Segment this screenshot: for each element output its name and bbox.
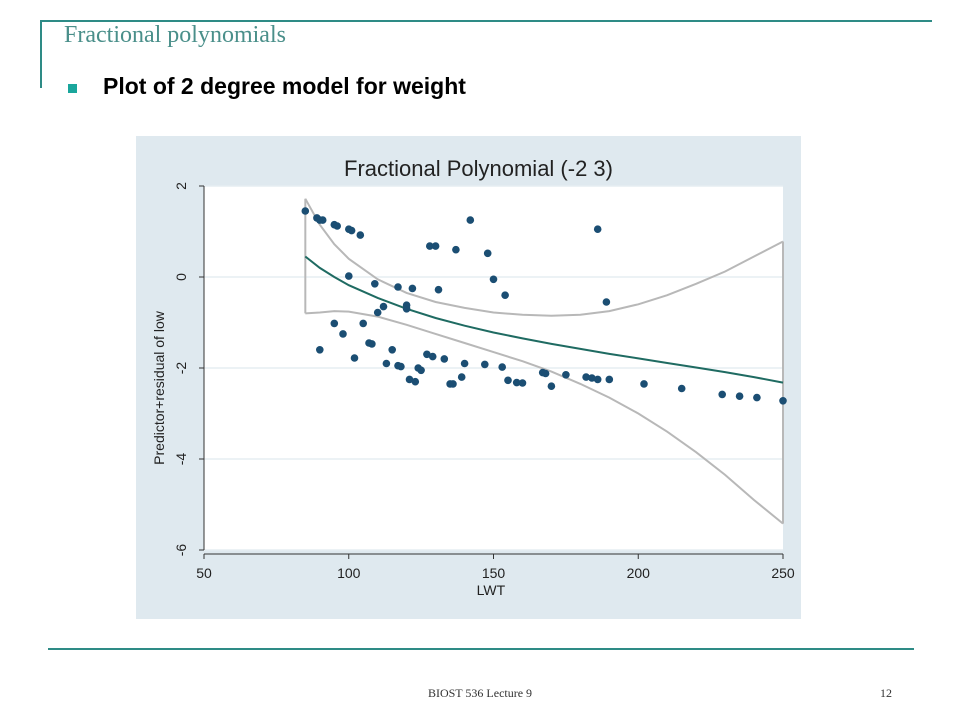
header-horizontal-rule <box>40 20 932 22</box>
x-axis-label: LWT <box>477 582 506 598</box>
data-point <box>379 302 388 311</box>
footer-horizontal-rule <box>48 648 914 650</box>
x-tick-label: 100 <box>337 565 361 581</box>
ci-lower-line <box>305 310 784 525</box>
fitted-curve <box>304 255 784 384</box>
data-point <box>481 360 489 369</box>
data-point <box>397 362 405 371</box>
data-point <box>301 207 310 215</box>
data-point <box>483 249 492 258</box>
data-point <box>779 397 787 405</box>
data-point <box>333 222 341 230</box>
data-point <box>359 319 367 328</box>
data-point <box>489 275 498 284</box>
data-point <box>434 285 443 294</box>
x-tick-label: 200 <box>627 565 651 581</box>
data-point <box>394 283 402 291</box>
slide-title: Fractional polynomials <box>64 22 286 48</box>
data-point <box>402 305 411 313</box>
data-point <box>605 375 614 384</box>
data-point <box>382 359 391 368</box>
data-point <box>501 291 509 299</box>
y-tick-label: 0 <box>173 273 189 281</box>
data-point <box>347 226 356 235</box>
data-point <box>512 378 521 387</box>
data-point <box>411 377 420 386</box>
data-point <box>318 216 327 224</box>
data-point <box>371 280 379 288</box>
x-tick-label: 150 <box>482 565 506 581</box>
chart: Fractional Polynomial (-2 3) -6 -4 -2 0 2 50 10… <box>136 136 801 619</box>
data-point <box>417 366 425 375</box>
x-tick-label: 50 <box>196 565 212 581</box>
page-number: 12 <box>880 686 892 700</box>
data-point <box>504 376 512 385</box>
data-point <box>541 369 550 378</box>
data-point <box>368 340 376 348</box>
data-point <box>426 242 434 250</box>
data-point <box>466 216 475 224</box>
data-point <box>408 284 417 293</box>
data-point <box>602 298 611 306</box>
ci-upper-line <box>304 198 784 317</box>
data-point <box>677 384 686 393</box>
data-point <box>457 373 466 381</box>
x-tick-label: 250 <box>771 565 795 581</box>
data-point <box>405 375 414 384</box>
y-tick-label: -6 <box>173 544 189 557</box>
data-point <box>345 272 353 280</box>
y-tick-label: 2 <box>173 182 189 190</box>
header-vertical-rule <box>40 20 42 88</box>
data-point <box>460 359 469 368</box>
data-point <box>431 242 440 250</box>
data-point <box>593 225 602 233</box>
y-tick-label: -2 <box>173 362 189 375</box>
data-point <box>388 346 396 354</box>
data-point <box>588 374 596 382</box>
y-tick-label: -4 <box>173 453 189 466</box>
data-point <box>735 392 744 401</box>
footer-text: BIOST 536 Lecture 9 <box>427 686 533 700</box>
data-point <box>753 393 761 402</box>
data-point <box>498 363 507 371</box>
data-point <box>428 352 437 361</box>
y-axis-label: Predictor+residual of low <box>151 310 167 465</box>
data-point <box>582 373 590 381</box>
data-point <box>330 319 339 328</box>
data-point <box>640 380 648 388</box>
data-point <box>547 382 556 390</box>
data-point <box>593 375 602 384</box>
data-point <box>449 380 457 388</box>
data-point <box>316 346 324 354</box>
bullet-square-icon <box>68 84 77 93</box>
data-point <box>423 350 431 359</box>
chart-title: Fractional Polynomial (-2 3) <box>344 156 613 181</box>
data-point <box>339 330 347 338</box>
data-point <box>718 390 726 399</box>
data-point <box>356 231 365 239</box>
data-point <box>440 355 449 363</box>
data-point <box>350 354 359 362</box>
data-point <box>452 245 460 254</box>
data-point <box>562 371 570 379</box>
bullet-text: Plot of 2 degree model for weight <box>103 73 466 99</box>
data-point <box>518 379 527 387</box>
data-point <box>373 308 382 317</box>
